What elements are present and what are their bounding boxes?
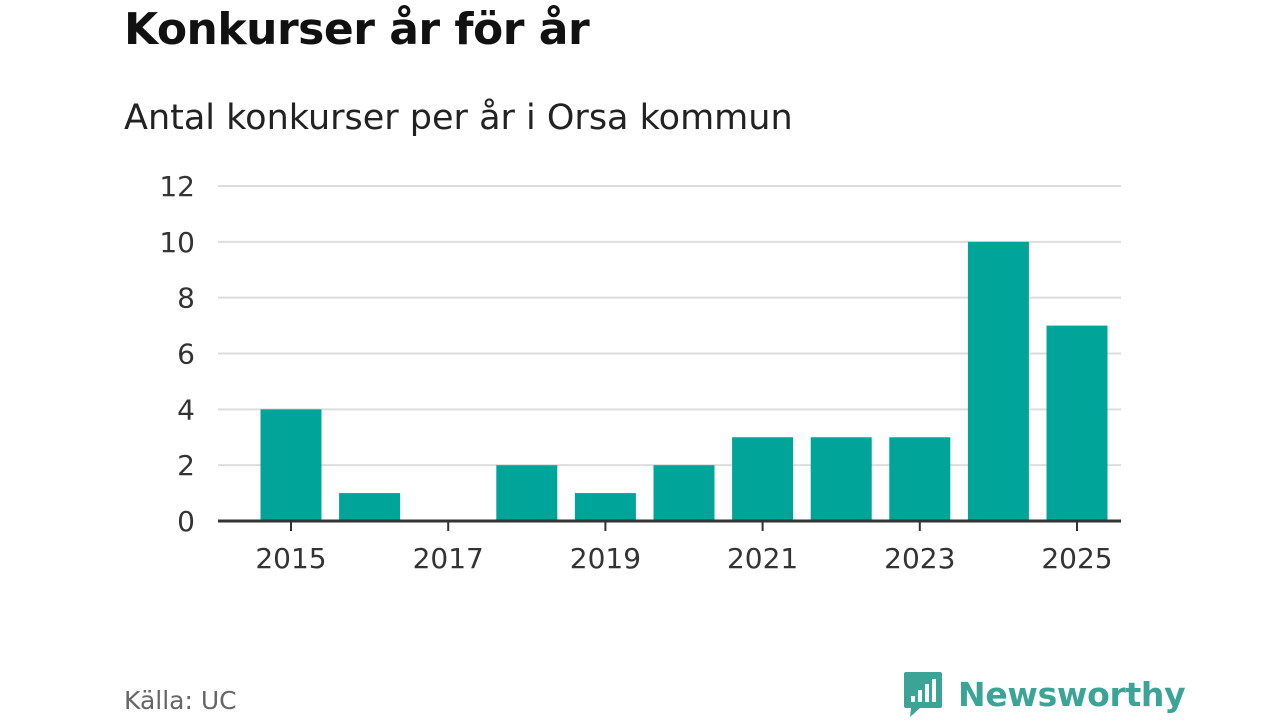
brand-name: Newsworthy	[958, 674, 1186, 714]
bar-2022	[810, 437, 872, 521]
y-tick-label: 0	[177, 505, 195, 538]
bar-2015	[260, 409, 322, 521]
bar-2020	[653, 465, 715, 521]
bar-chart: 0 2 4 6 8 10 12 2015 2017 2019 2021 2023 2025	[159, 170, 1121, 575]
y-axis-ticks: 0 2 4 6 8 10 12	[159, 170, 195, 538]
newsworthy-logo-icon	[904, 672, 942, 717]
bar-2019	[574, 493, 636, 521]
chart-title: Konkurser år för år	[124, 4, 590, 55]
bar-2016	[339, 493, 401, 521]
chart-subtitle: Antal konkurser per år i Orsa kommun	[124, 98, 793, 138]
x-axis-ticks: 2015 2017 2019 2021 2023 2025	[255, 521, 1113, 575]
y-tick-label: 10	[159, 226, 195, 259]
x-tick-label: 2025	[1041, 542, 1112, 575]
x-tick-label: 2017	[413, 542, 484, 575]
bar-2021	[732, 437, 794, 521]
y-tick-label: 4	[177, 393, 195, 426]
bar-2024	[967, 241, 1029, 522]
x-tick-label: 2023	[884, 542, 955, 575]
brand-logo: Newsworthy	[902, 670, 1186, 718]
y-tick-label: 2	[177, 449, 195, 482]
y-tick-label: 12	[159, 170, 195, 203]
x-tick-label: 2015	[255, 542, 326, 575]
source-note: Källa: UC	[124, 686, 237, 715]
y-tick-label: 8	[177, 282, 195, 315]
bars	[260, 241, 1108, 522]
x-tick-label: 2019	[570, 542, 641, 575]
y-tick-label: 6	[177, 338, 195, 371]
x-tick-label: 2021	[727, 542, 798, 575]
bar-2018	[496, 465, 558, 521]
bar-2025	[1046, 325, 1108, 521]
bar-2023	[889, 437, 951, 521]
